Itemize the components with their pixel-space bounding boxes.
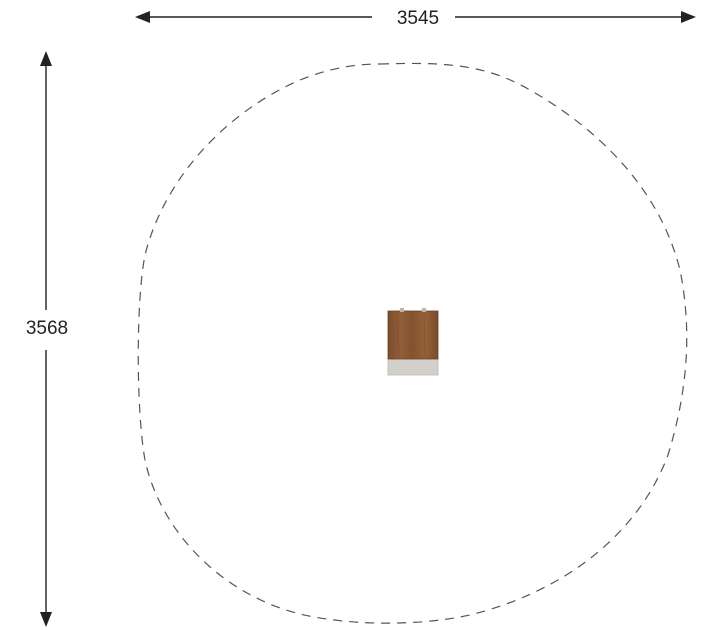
width-arrowhead-right — [681, 11, 696, 23]
height-dimension: 3568 — [26, 51, 68, 627]
bolt-right — [422, 308, 426, 312]
equipment-post — [387, 308, 439, 376]
base-plate — [387, 357, 439, 376]
wood-grain-line — [397, 312, 400, 358]
wood-grain-line — [409, 312, 412, 358]
height-dimension-label: 3568 — [26, 318, 68, 339]
height-arrowhead-bottom — [40, 612, 52, 627]
width-dimension: 3545 — [135, 8, 696, 29]
height-arrowhead-top — [40, 51, 52, 66]
width-dimension-label: 3545 — [397, 8, 439, 29]
clearance-zone-outline — [137, 62, 688, 624]
bolt-left — [400, 308, 404, 312]
width-arrowhead-left — [135, 11, 150, 23]
wood-grain-line — [423, 312, 426, 358]
wooden-post-top — [387, 310, 439, 360]
